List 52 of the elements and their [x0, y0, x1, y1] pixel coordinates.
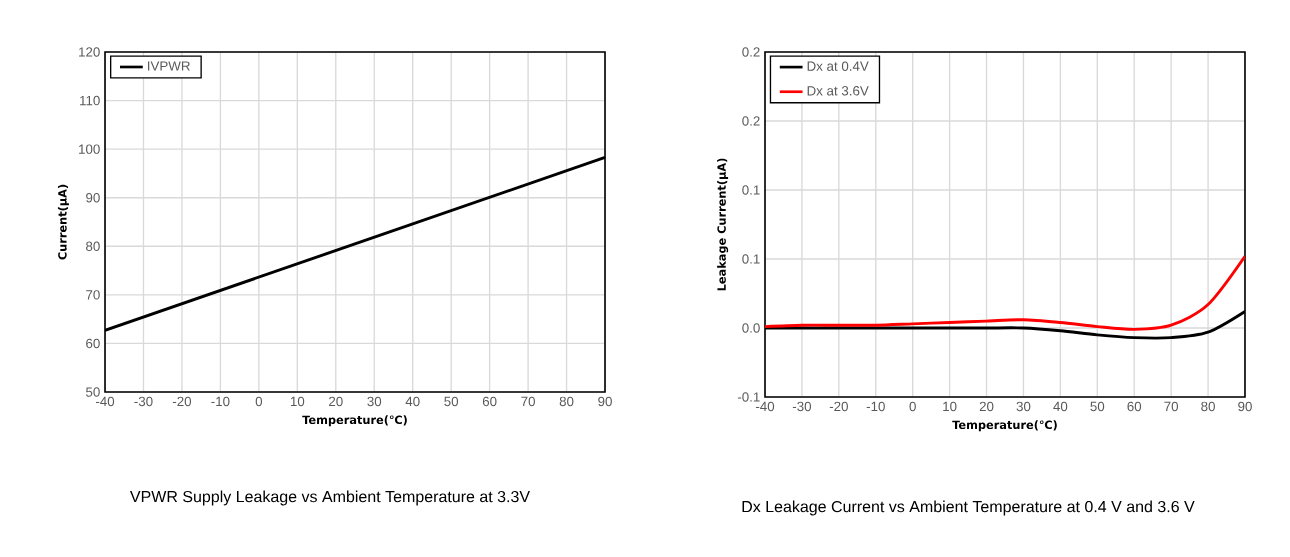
x-tick-label: 80 — [559, 396, 574, 407]
x-tick-label: -40 — [755, 401, 775, 412]
y-tick-label: 120 — [79, 47, 100, 57]
y-tick-label: 0.2 — [742, 116, 760, 126]
x-tick-label: 0 — [255, 396, 263, 407]
text: VPWR Supply Leakage vs Ambient Temperature at 3.3V — [129, 490, 530, 506]
x-tick-label: -30 — [792, 401, 812, 412]
x-tick-label: -30 — [134, 396, 153, 407]
y-tick-label: 0.0 — [742, 323, 760, 333]
legend-label: Dx at 0.4V — [807, 61, 869, 71]
y-tick-label: 70 — [86, 290, 100, 300]
y-tick-label: 0.1 — [742, 185, 760, 195]
y-tick-label: 0.2 — [742, 47, 760, 57]
x-tick-label: 90 — [1238, 401, 1252, 412]
y-axis-title: Leakage Current(µA) — [717, 158, 729, 291]
x-tick-label: 10 — [290, 396, 305, 407]
y-tick-label: 100 — [79, 144, 100, 154]
legend-label: Dx at 3.6V — [807, 86, 869, 96]
x-tick-label: -40 — [95, 396, 115, 407]
x-tick-label: 0 — [909, 401, 916, 412]
x-tick-label: 30 — [1016, 401, 1031, 412]
x-tick-label: 60 — [1127, 401, 1142, 412]
y-tick-label: 50 — [86, 387, 100, 397]
text: Dx Leakage Current vs Ambient Temperature at 0.4 V and 3.6 V — [742, 500, 1195, 516]
x-tick-label: 50 — [1090, 401, 1105, 412]
y-tick-label: 90 — [86, 193, 100, 203]
x-tick-label: 70 — [1164, 401, 1179, 412]
x-tick-label: 70 — [521, 396, 535, 407]
x-tick-label: 20 — [329, 396, 343, 407]
x-tick-label: 30 — [367, 396, 382, 407]
x-tick-label: -10 — [211, 396, 230, 407]
x-tick-label: 10 — [943, 401, 957, 412]
line-series — [765, 254, 1245, 331]
x-tick-label: 40 — [405, 396, 420, 407]
x-axis-title: Temperature(℃) — [302, 415, 407, 427]
y-tick-label: 80 — [86, 241, 100, 251]
x-tick-label: -20 — [172, 396, 192, 407]
x-tick-label: -10 — [866, 401, 885, 412]
y-tick-label: 110 — [80, 95, 100, 106]
y-axis-title: Current(µA) — [57, 184, 69, 260]
x-tick-label: 90 — [598, 396, 612, 407]
y-tick-label: 60 — [86, 338, 100, 349]
x-axis-title: Temperature(℃) — [952, 420, 1057, 432]
legend-label: IVPWR — [148, 61, 190, 71]
x-tick-label: -20 — [829, 401, 848, 412]
x-tick-label: 60 — [482, 396, 497, 407]
x-tick-label: 50 — [444, 396, 459, 407]
x-tick-label: 80 — [1201, 401, 1215, 412]
x-tick-label: 40 — [1053, 401, 1068, 412]
y-tick-label: -0.1 — [737, 392, 760, 402]
x-tick-label: 20 — [979, 401, 994, 412]
y-tick-label: 0.1 — [742, 254, 760, 264]
